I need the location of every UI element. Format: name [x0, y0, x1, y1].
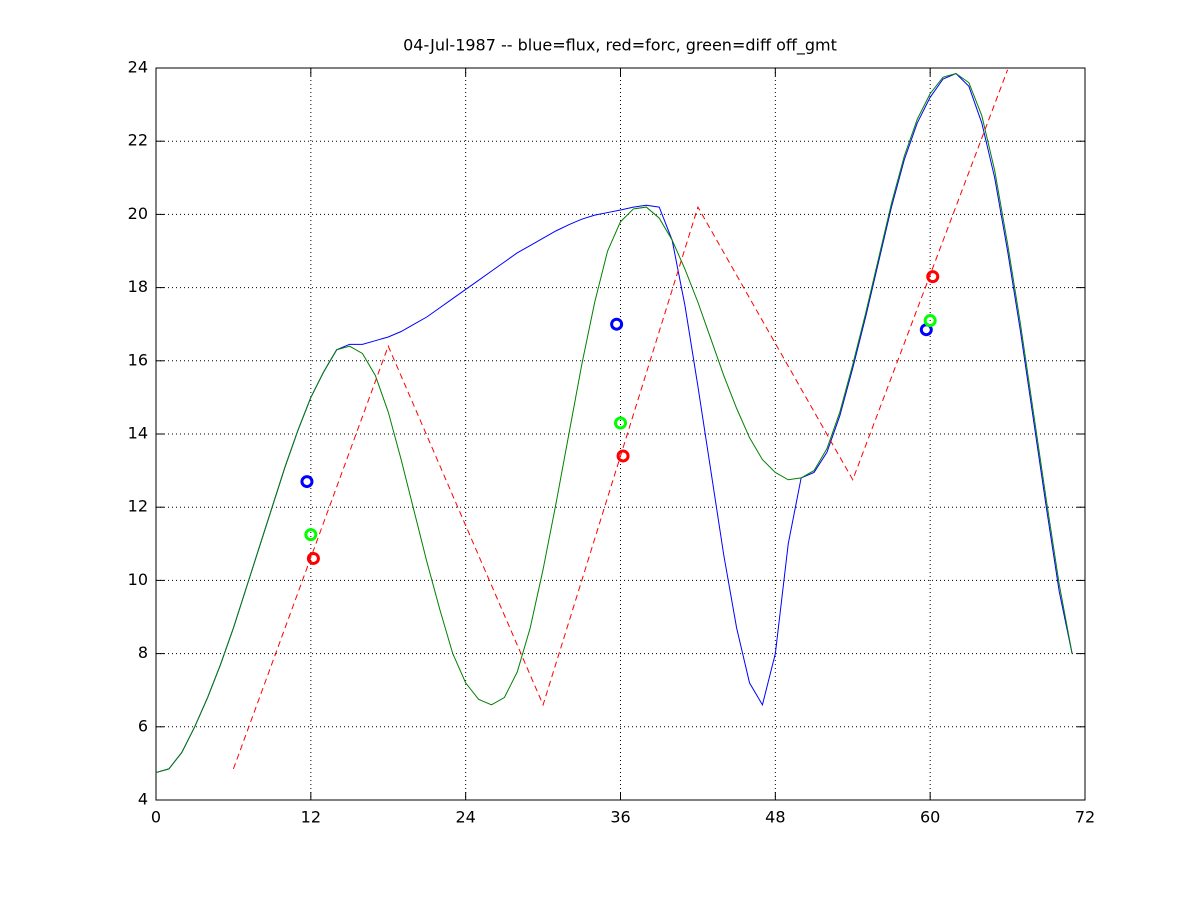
y-tick-label: 10 [128, 570, 148, 589]
y-tick-label: 14 [128, 424, 148, 443]
data-point [926, 270, 940, 284]
y-tick-label: 8 [138, 643, 148, 662]
y-tick-label: 20 [128, 204, 148, 223]
data-line [232, 69, 1009, 770]
chart-title: 04-Jul-1987 -- blue=flux, red=forc, gree… [403, 36, 837, 56]
x-tick-label: 24 [455, 808, 475, 827]
y-tick-label: 16 [128, 350, 148, 369]
data-point [610, 317, 624, 331]
y-tick-label: 4 [138, 790, 148, 809]
y-tick-label: 24 [128, 58, 148, 77]
x-tick-label: 48 [765, 808, 785, 827]
data-point [923, 314, 937, 328]
x-tick-label: 36 [610, 808, 630, 827]
data-point [614, 416, 627, 430]
y-tick-label: 6 [138, 716, 148, 735]
y-tick-label: 22 [128, 131, 148, 150]
data-point [300, 475, 314, 489]
x-tick-label: 72 [1075, 808, 1095, 827]
x-tick-label: 0 [151, 808, 161, 827]
y-tick-label: 12 [128, 497, 148, 516]
data-point [306, 551, 320, 565]
data-line [155, 72, 1073, 774]
data-point [616, 449, 630, 463]
x-tick-label: 60 [920, 808, 940, 827]
y-tick-label: 18 [128, 277, 148, 296]
data-point [304, 528, 318, 542]
x-tick-label: 12 [301, 808, 321, 827]
